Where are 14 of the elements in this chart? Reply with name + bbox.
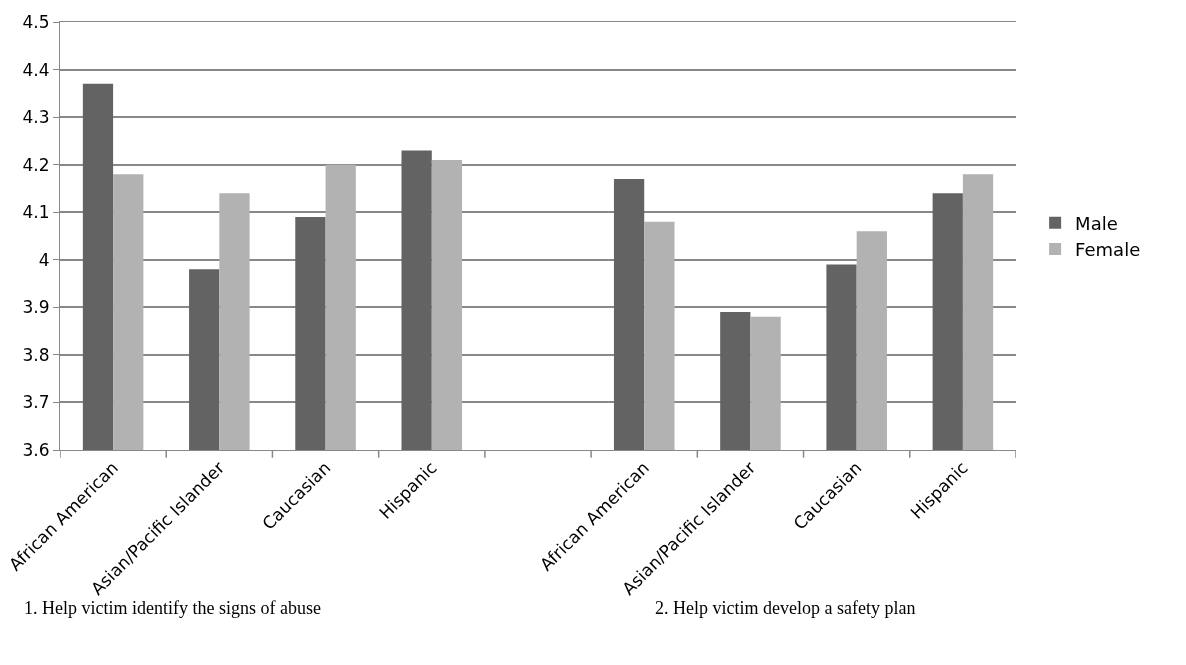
y-tick-label: 3.7 [22,392,50,413]
y-tick-label: 3.9 [22,297,50,318]
legend-label: Female [1075,239,1141,261]
y-tick-label: 4.5 [22,11,50,32]
legend-label: Male [1075,212,1118,234]
y-tick-label: 4.3 [22,107,50,128]
y-tick-label: 3.6 [22,439,50,460]
y-tick-label: 4.4 [22,59,50,80]
y-tick-label: 4 [38,249,50,270]
text: 1. Help victim identify the signs of abuse [24,598,321,618]
y-tick-label: 3.8 [22,344,50,365]
text: 2. Help victim develop a safety plan [655,598,916,618]
y-tick-label: 4.2 [22,154,50,175]
y-tick-label: 4.1 [22,202,50,223]
